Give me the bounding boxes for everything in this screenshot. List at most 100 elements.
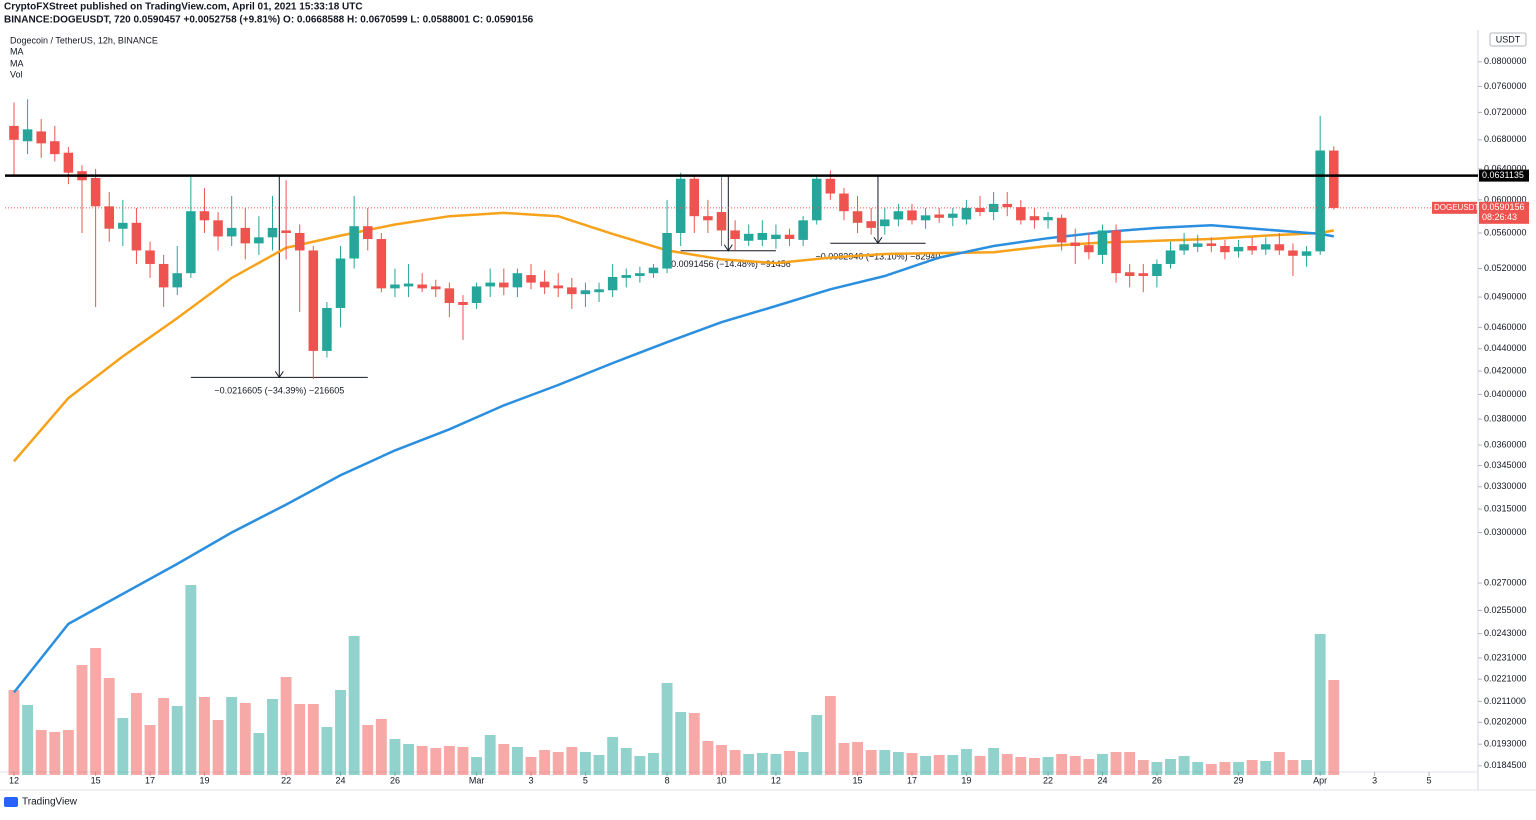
volume-bar: [838, 743, 850, 775]
y-tick-label: 0.0300000: [1484, 527, 1527, 537]
volume-bar: [226, 697, 238, 775]
volume-bar: [362, 725, 374, 775]
volume-bar: [1028, 758, 1040, 775]
moving-average: [13, 211, 1335, 463]
candle-body: [9, 125, 19, 140]
legend-entry: MA: [10, 58, 24, 68]
volume-bar: [852, 742, 864, 775]
x-tick-label: Mar: [469, 775, 485, 785]
volume-bar: [879, 750, 891, 775]
candle-body: [172, 273, 183, 288]
volume-bar: [171, 706, 183, 775]
candle-body: [226, 227, 237, 237]
y-tick-label: 0.0231000: [1484, 652, 1527, 662]
x-tick-label: 17: [145, 775, 155, 785]
measure-label: −0.0091456 (−14.48%) −91456: [666, 259, 791, 269]
currency: USDT: [1496, 34, 1521, 44]
y-tick-label: 0.0193000: [1484, 739, 1527, 749]
candle-body: [186, 211, 196, 274]
candle-body: [417, 284, 427, 289]
volume-bar: [1015, 757, 1027, 775]
candle-body: [322, 307, 332, 351]
resistance-label: 0.0631135: [1482, 170, 1524, 180]
quote: BINANCE:DOGEUSDT, 720 0.0590457 +0.00527…: [4, 15, 534, 26]
y-tick-label: 0.0211000: [1484, 696, 1526, 706]
candle-body: [254, 237, 264, 244]
volume-bar: [933, 755, 945, 775]
volume-bar: [416, 746, 428, 775]
volume-bar: [743, 754, 755, 775]
x-tick-label: 3: [1372, 775, 1377, 785]
y-tick-label: 0.0800000: [1484, 56, 1527, 66]
volume-bar: [389, 739, 401, 775]
candle-body: [907, 210, 917, 221]
volume-bar: [960, 749, 972, 775]
volume-bar: [294, 704, 306, 775]
candle-body: [675, 178, 686, 233]
y-tick-label: 0.0202000: [1484, 717, 1527, 727]
candle-body: [390, 284, 400, 289]
volume-bar: [212, 720, 224, 775]
y-tick-label: 0.0270000: [1484, 577, 1527, 587]
volume-bar: [920, 756, 932, 775]
candle-body: [662, 232, 672, 269]
y-tick-label: 0.0490000: [1484, 291, 1527, 301]
candle-body: [1315, 150, 1325, 252]
candle-body: [444, 288, 455, 303]
candle-body: [1138, 273, 1149, 276]
volume-bar: [321, 727, 333, 775]
candle-body: [539, 281, 550, 288]
candle-body: [607, 276, 618, 291]
candle-body: [920, 215, 931, 221]
volume-bar: [906, 753, 918, 775]
legend-entry: Vol: [10, 69, 23, 79]
candle-body: [63, 152, 74, 173]
volume-bar: [729, 750, 741, 775]
x-tick-label: 24: [1097, 775, 1107, 785]
volume-bar: [688, 713, 700, 775]
volume-bar: [22, 705, 34, 775]
volume-bar: [525, 757, 537, 775]
measure-arrowhead: [873, 236, 883, 245]
candle-body: [961, 207, 972, 220]
y-tick-label: 0.0760000: [1484, 81, 1527, 91]
volume-bar: [1246, 760, 1258, 775]
volume-bar: [199, 697, 210, 775]
candle-body: [553, 285, 563, 289]
moving-average: [13, 224, 1335, 694]
brand: TradingView: [22, 797, 78, 808]
candle-body: [1301, 251, 1312, 256]
volume-bar: [117, 718, 129, 775]
volume-bar: [1110, 752, 1122, 775]
candle-body: [376, 239, 387, 289]
volume-bar: [1001, 754, 1013, 775]
volume-bar: [484, 735, 496, 775]
candle-body: [880, 219, 890, 227]
candle-body: [1288, 250, 1298, 256]
candle-body: [199, 211, 210, 221]
candle-body: [811, 178, 822, 221]
candle-body: [1274, 244, 1285, 251]
symbol-box: [1432, 201, 1477, 214]
publisher: CryptoFXStreet published on TradingView.…: [4, 2, 363, 13]
volume-bar: [267, 699, 278, 775]
volume-bar: [539, 750, 551, 775]
volume-bar: [158, 698, 170, 775]
candle-body: [975, 207, 985, 213]
volume-bar: [76, 665, 88, 775]
volume-bar: [593, 755, 605, 775]
volume-bar: [648, 753, 659, 775]
candle-body: [1165, 250, 1176, 264]
x-tick-label: Apr: [1313, 775, 1327, 785]
candle-body: [1084, 245, 1094, 253]
volume-bar: [620, 748, 632, 775]
volume-bar: [947, 755, 959, 775]
x-tick-label: 10: [716, 775, 726, 785]
candle-body: [852, 211, 863, 223]
candle-body: [36, 131, 46, 144]
volume-bar: [403, 744, 415, 775]
candle-body: [580, 290, 591, 295]
volume-bar: [716, 745, 727, 775]
y-tick-label: 0.0243000: [1484, 628, 1527, 638]
